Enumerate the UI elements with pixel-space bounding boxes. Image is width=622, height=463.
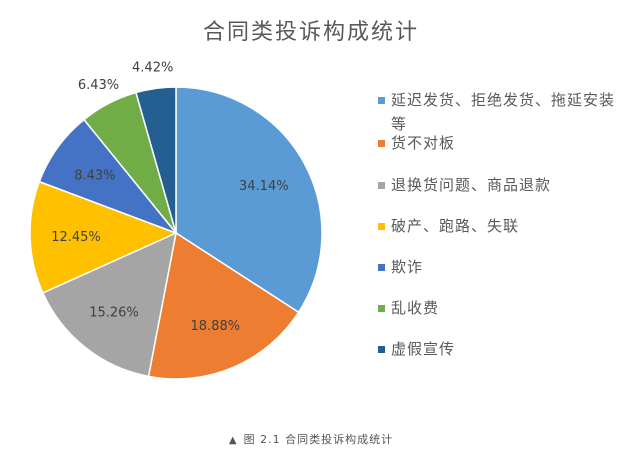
- caption-triangle-icon: ▲: [228, 435, 238, 446]
- legend-swatch: [378, 140, 385, 147]
- slice-value-label: 4.42%: [132, 61, 173, 76]
- legend-swatch: [378, 182, 385, 189]
- pie-slice: [135, 86, 177, 234]
- pie-slice: [147, 231, 300, 380]
- legend-label: 欺诈: [391, 258, 424, 276]
- figure-caption: ▲ 图 2.1 合同类投诉构成统计: [0, 431, 622, 447]
- legend-swatch: [378, 97, 385, 104]
- legend-label: 破产、跑路、失联: [391, 217, 520, 235]
- slice-value-label: 8.43%: [74, 169, 115, 184]
- legend-item: 欺诈: [378, 255, 616, 279]
- caption-text: 图 2.1 合同类投诉构成统计: [243, 433, 394, 446]
- legend-swatch: [378, 223, 385, 230]
- slice-value-label: 34.14%: [239, 179, 289, 194]
- legend-item: 乱收费: [378, 296, 616, 320]
- legend-label: 货不对板: [391, 134, 456, 152]
- legend-item: 退换货问题、商品退款: [378, 173, 616, 197]
- legend-swatch: [378, 264, 385, 271]
- legend-item: 破产、跑路、失联: [378, 214, 616, 238]
- legend-item: 货不对板: [378, 131, 616, 155]
- legend-label: 延迟发货、拒绝发货、拖延安装等: [391, 91, 616, 133]
- legend-item: 虚假宣传: [378, 337, 616, 361]
- slice-value-label: 12.45%: [51, 230, 101, 245]
- legend-label: 退换货问题、商品退款: [391, 176, 552, 194]
- pie-slice: [29, 180, 178, 294]
- legend-label: 乱收费: [391, 299, 440, 317]
- slice-value-label: 18.88%: [191, 319, 241, 334]
- legend-item: 延迟发货、拒绝发货、拖延安装等: [378, 88, 616, 136]
- legend-swatch: [378, 346, 385, 353]
- slice-value-label: 15.26%: [89, 306, 139, 321]
- pie-slice: [41, 231, 178, 378]
- legend-swatch: [378, 305, 385, 312]
- slice-value-label: 6.43%: [78, 78, 119, 93]
- legend-label: 虚假宣传: [391, 340, 456, 358]
- chart-title: 合同类投诉构成统计: [202, 20, 419, 45]
